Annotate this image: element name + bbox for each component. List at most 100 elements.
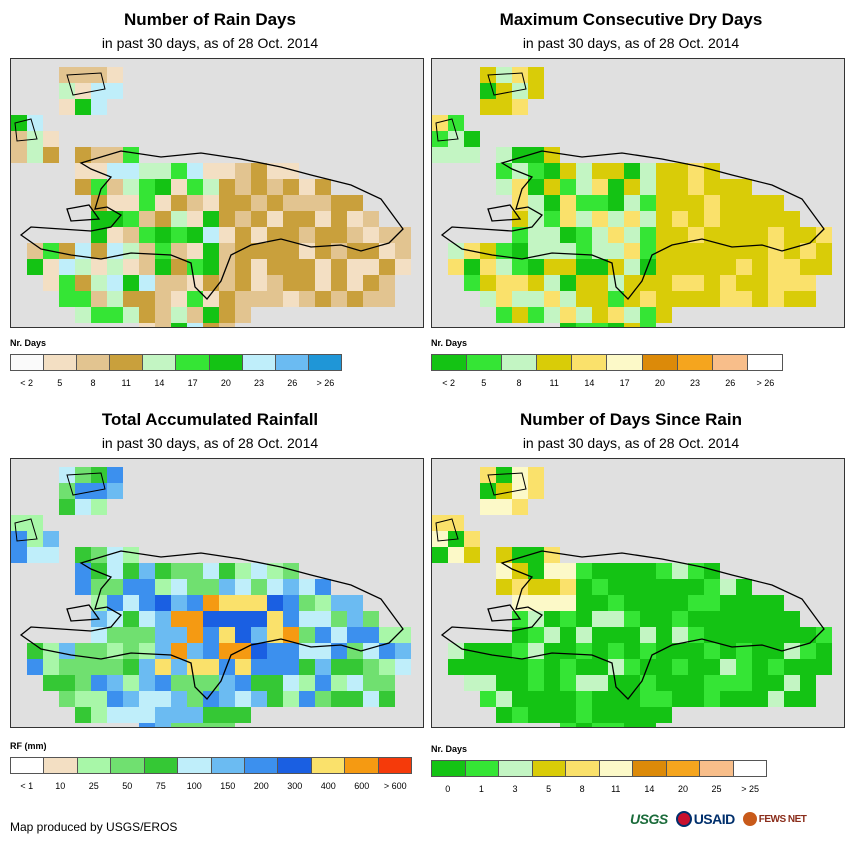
map-cell — [75, 83, 91, 99]
map-cell — [267, 691, 283, 707]
legend-tick-label: 5 — [546, 784, 552, 794]
legend-swatch — [111, 758, 145, 773]
legend-swatch — [211, 758, 245, 773]
map-cell — [528, 691, 544, 707]
map-cell — [187, 179, 203, 195]
map-cell — [171, 291, 187, 307]
map-cell — [656, 611, 672, 627]
map-cell — [267, 291, 283, 307]
map-cell — [480, 291, 496, 307]
map-cell — [528, 563, 544, 579]
map-cell — [624, 163, 640, 179]
map-cell — [59, 499, 75, 515]
map-cell — [496, 307, 512, 323]
map-cell — [203, 307, 219, 323]
panel-title: Number of Rain Days — [124, 10, 296, 29]
map-cell — [331, 595, 347, 611]
legend-tick-label: 11 — [611, 784, 621, 794]
map-cell — [768, 195, 784, 211]
map-cell — [347, 211, 363, 227]
island-outline — [435, 472, 527, 542]
map-cell — [75, 67, 91, 83]
map-cell — [576, 707, 592, 723]
map-cell — [752, 675, 768, 691]
map-cell — [267, 675, 283, 691]
legend-swatch — [44, 355, 78, 370]
map-cell — [592, 195, 608, 211]
map-cell — [528, 227, 544, 243]
map-cell — [496, 83, 512, 99]
map-cell — [720, 259, 736, 275]
map-cell — [347, 675, 363, 691]
map-cell — [235, 307, 251, 323]
map-cell — [624, 259, 640, 275]
map-cell — [187, 243, 203, 259]
map-cell — [464, 147, 480, 163]
map-cell — [27, 547, 43, 563]
map-cell — [235, 195, 251, 211]
map-cell — [267, 659, 283, 675]
map-cell — [139, 691, 155, 707]
map-cell — [480, 243, 496, 259]
map-cell — [251, 163, 267, 179]
map-cell — [640, 323, 656, 327]
map-cell — [576, 563, 592, 579]
map-cell — [640, 243, 656, 259]
map-cell — [251, 291, 267, 307]
legend-swatch — [345, 758, 379, 773]
map-cell — [512, 547, 528, 563]
map-cell — [379, 243, 395, 259]
map-cell — [560, 291, 576, 307]
map-cell — [283, 275, 299, 291]
map-cell — [688, 579, 704, 595]
map-cell — [784, 691, 800, 707]
map-cell — [235, 243, 251, 259]
map-cell — [123, 659, 139, 675]
map-cell — [395, 227, 411, 243]
map-cell — [512, 675, 528, 691]
map-cell — [464, 131, 480, 147]
map-cell — [656, 691, 672, 707]
map-cell — [315, 659, 331, 675]
map-cell — [640, 563, 656, 579]
map-cell — [560, 579, 576, 595]
map-cell — [155, 595, 171, 611]
legend-tick-label: 75 — [155, 781, 166, 791]
map-cell — [267, 195, 283, 211]
map-cell — [75, 291, 91, 307]
map-cell — [219, 163, 235, 179]
map-cell — [123, 163, 139, 179]
map-cell — [395, 627, 411, 643]
map-cell — [155, 323, 171, 327]
map-cell — [75, 707, 91, 723]
map-cell — [171, 611, 187, 627]
map-cell — [736, 611, 752, 627]
map-cell — [736, 227, 752, 243]
map-cell — [704, 227, 720, 243]
logo-strip: USGS USAID FEWS NET — [630, 806, 807, 832]
map-cell — [251, 211, 267, 227]
map-cell — [560, 275, 576, 291]
map-cell — [219, 563, 235, 579]
panel-total-rainfall: Total Accumulated Rainfall in past 30 da… — [0, 400, 424, 805]
map-cell — [672, 259, 688, 275]
map-cell — [544, 579, 560, 595]
legend-swatch — [467, 355, 503, 370]
map-cell — [187, 163, 203, 179]
map-cell — [624, 675, 640, 691]
map-cell — [235, 707, 251, 723]
map-cell — [283, 595, 299, 611]
map-cell — [235, 595, 251, 611]
map-cell — [576, 259, 592, 275]
map-cell — [512, 99, 528, 115]
map-cell — [592, 659, 608, 675]
map-cell — [187, 227, 203, 243]
map-cell — [624, 691, 640, 707]
map-cell — [379, 691, 395, 707]
map-cell — [512, 227, 528, 243]
map-cell — [688, 195, 704, 211]
map-cell — [736, 291, 752, 307]
map-cell — [656, 291, 672, 307]
map-cell — [107, 211, 123, 227]
map-cell — [187, 259, 203, 275]
